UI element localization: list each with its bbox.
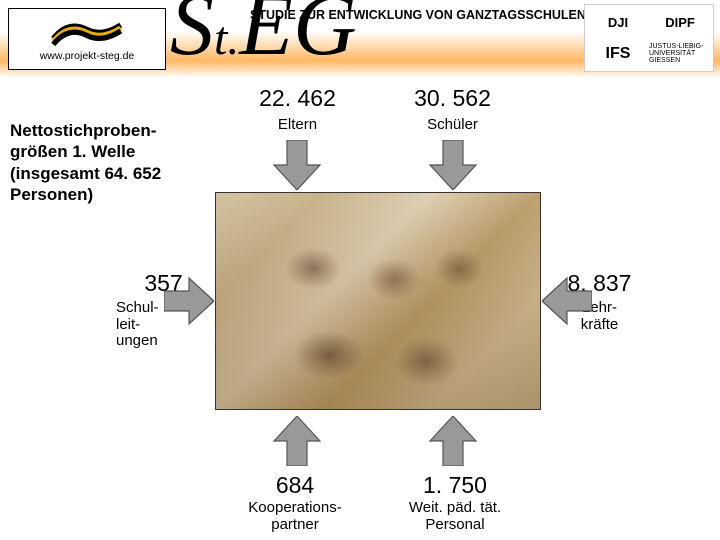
arrow-up-icon bbox=[428, 416, 478, 466]
header-subtitle: STUDIE ZUR ENTWICKLUNG VON GANZTAGSSCHUL… bbox=[250, 8, 586, 22]
header-bar: www.projekt-steg.de St.EG STUDIE ZUR ENT… bbox=[0, 0, 720, 78]
value-weit-paed: 1. 750 bbox=[385, 472, 525, 499]
arrow-left-icon bbox=[542, 276, 592, 326]
arrow-down-icon bbox=[272, 140, 322, 190]
label-weit-paed: Weit. päd. tät. Personal bbox=[385, 500, 525, 533]
arrow-down-icon bbox=[428, 140, 478, 190]
project-logo-box: www.projekt-steg.de bbox=[8, 8, 166, 70]
partner-logos: DJI DIPF IFS JUSTUS-LIEBIG- UNIVERSITÄT … bbox=[584, 4, 714, 72]
partner-dipf: DIPF bbox=[665, 15, 695, 30]
sample-size-caption: Nettostichproben-größen 1. Welle (insges… bbox=[10, 120, 200, 205]
value-eltern: 22. 462 bbox=[240, 85, 355, 112]
label-kooperationspartner: Kooperations- partner bbox=[235, 500, 355, 533]
partner-ifs: IFS bbox=[606, 45, 631, 63]
label-eltern: Eltern bbox=[240, 117, 355, 134]
wave-logo-icon bbox=[47, 16, 127, 46]
partner-dji: DJI bbox=[608, 15, 628, 30]
arrow-up-icon bbox=[272, 416, 322, 466]
value-schueler: 30. 562 bbox=[395, 85, 510, 112]
label-schueler: Schüler bbox=[395, 117, 510, 134]
center-photo bbox=[215, 192, 541, 410]
project-url: www.projekt-steg.de bbox=[40, 50, 135, 62]
partner-uni: JUSTUS-LIEBIG- UNIVERSITÄT GIESSEN bbox=[649, 43, 711, 64]
arrow-right-icon bbox=[164, 276, 214, 326]
value-kooperationspartner: 684 bbox=[235, 472, 355, 499]
